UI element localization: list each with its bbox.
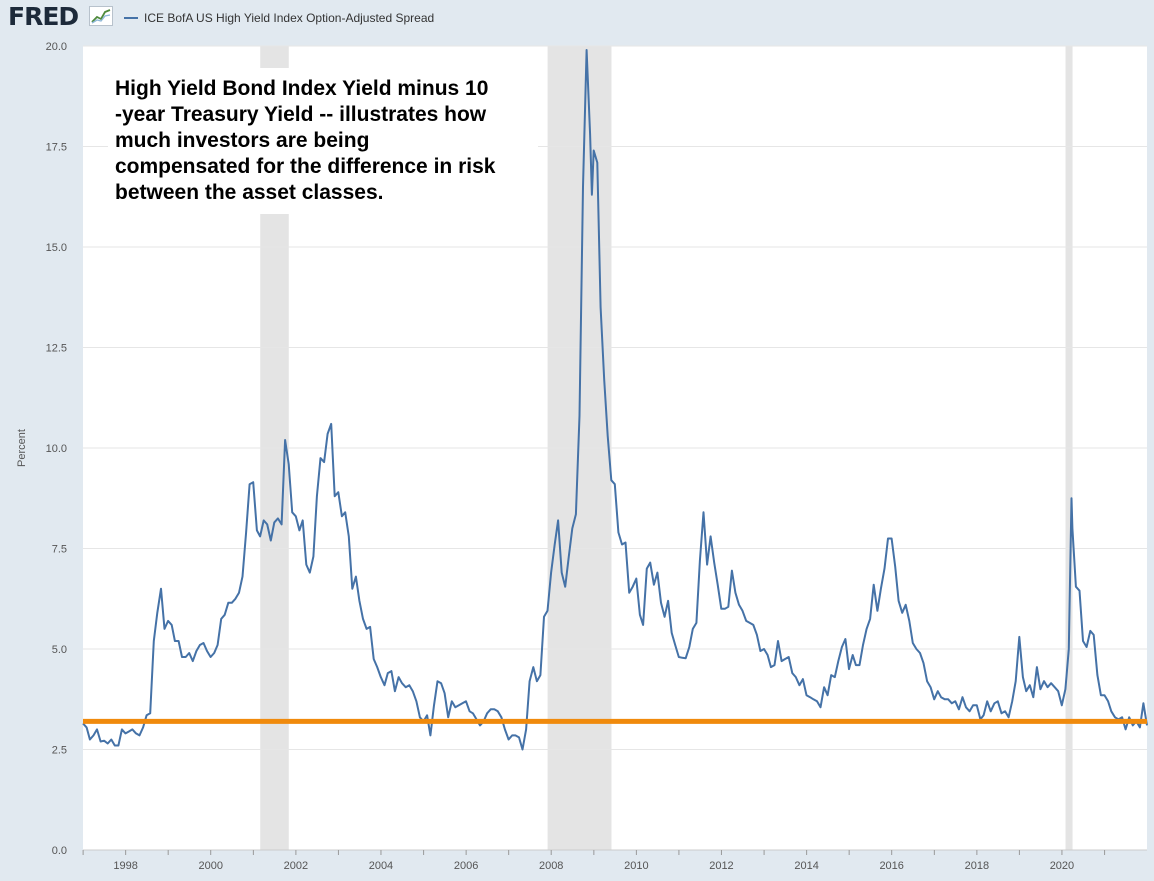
- annotation-line: High Yield Bond Index Yield minus 10: [115, 77, 488, 100]
- y-tick-label: 17.5: [46, 142, 67, 154]
- series: [82, 49, 1148, 751]
- y-tick-label: 10.0: [46, 443, 67, 455]
- y-tick-label: 2.5: [52, 745, 67, 757]
- x-tick-label: 2016: [879, 860, 903, 872]
- y-tick-label: 5.0: [52, 644, 67, 656]
- fred-logo[interactable]: FRED: [8, 2, 79, 31]
- annotation-line: compensated for the difference in risk: [115, 155, 496, 178]
- x-tick-label: 2002: [284, 860, 308, 872]
- x-tick-label: 2000: [198, 860, 222, 872]
- legend-line-swatch: [124, 17, 138, 19]
- chart-header: FRED ICE BofA US High Yield Index Option…: [0, 0, 1154, 34]
- x-tick-label: 2008: [539, 860, 563, 872]
- x-tick-label: 2012: [709, 860, 733, 872]
- y-tick-label: 15.0: [46, 242, 67, 254]
- x-tick-label: 2014: [794, 860, 818, 872]
- x-tick-label: 2010: [624, 860, 648, 872]
- y-tick-label: 20.0: [46, 41, 67, 53]
- annotation-box: High Yield Bond Index Yield minus 10 -ye…: [108, 68, 538, 214]
- legend-series-label: ICE BofA US High Yield Index Option-Adju…: [144, 11, 435, 25]
- x-tick-label: 2020: [1050, 860, 1074, 872]
- y-axis: 0.0 2.5 5.0 7.5 10.0 12.5 15.0 17.5 20.0: [46, 41, 67, 857]
- annotation-line: between the asset classes.: [115, 181, 383, 204]
- x-axis: 1998 2000 2002 2004 2006 2008 2010 2012 2014 2016…: [82, 849, 1147, 872]
- gridlines: [83, 45, 1147, 750]
- y-tick-label: 12.5: [46, 343, 67, 355]
- annotation-line: much investors are being: [115, 129, 369, 152]
- x-tick-label: 2004: [369, 860, 393, 872]
- chart-legend[interactable]: ICE BofA US High Yield Index Option-Adju…: [124, 10, 434, 26]
- series-line: [82, 49, 1148, 751]
- y-tick-label: 0.0: [52, 845, 67, 857]
- annotation-line: -year Treasury Yield -- illustrates how: [115, 103, 487, 126]
- annotation-background: [108, 68, 538, 214]
- x-tick-label: 1998: [113, 860, 137, 872]
- fred-line-chart-icon: [89, 6, 113, 26]
- x-tick-label: 2006: [454, 860, 478, 872]
- x-tick-label: 2018: [965, 860, 989, 872]
- y-axis-label: Percent: [16, 429, 28, 467]
- y-tick-label: 7.5: [52, 544, 67, 556]
